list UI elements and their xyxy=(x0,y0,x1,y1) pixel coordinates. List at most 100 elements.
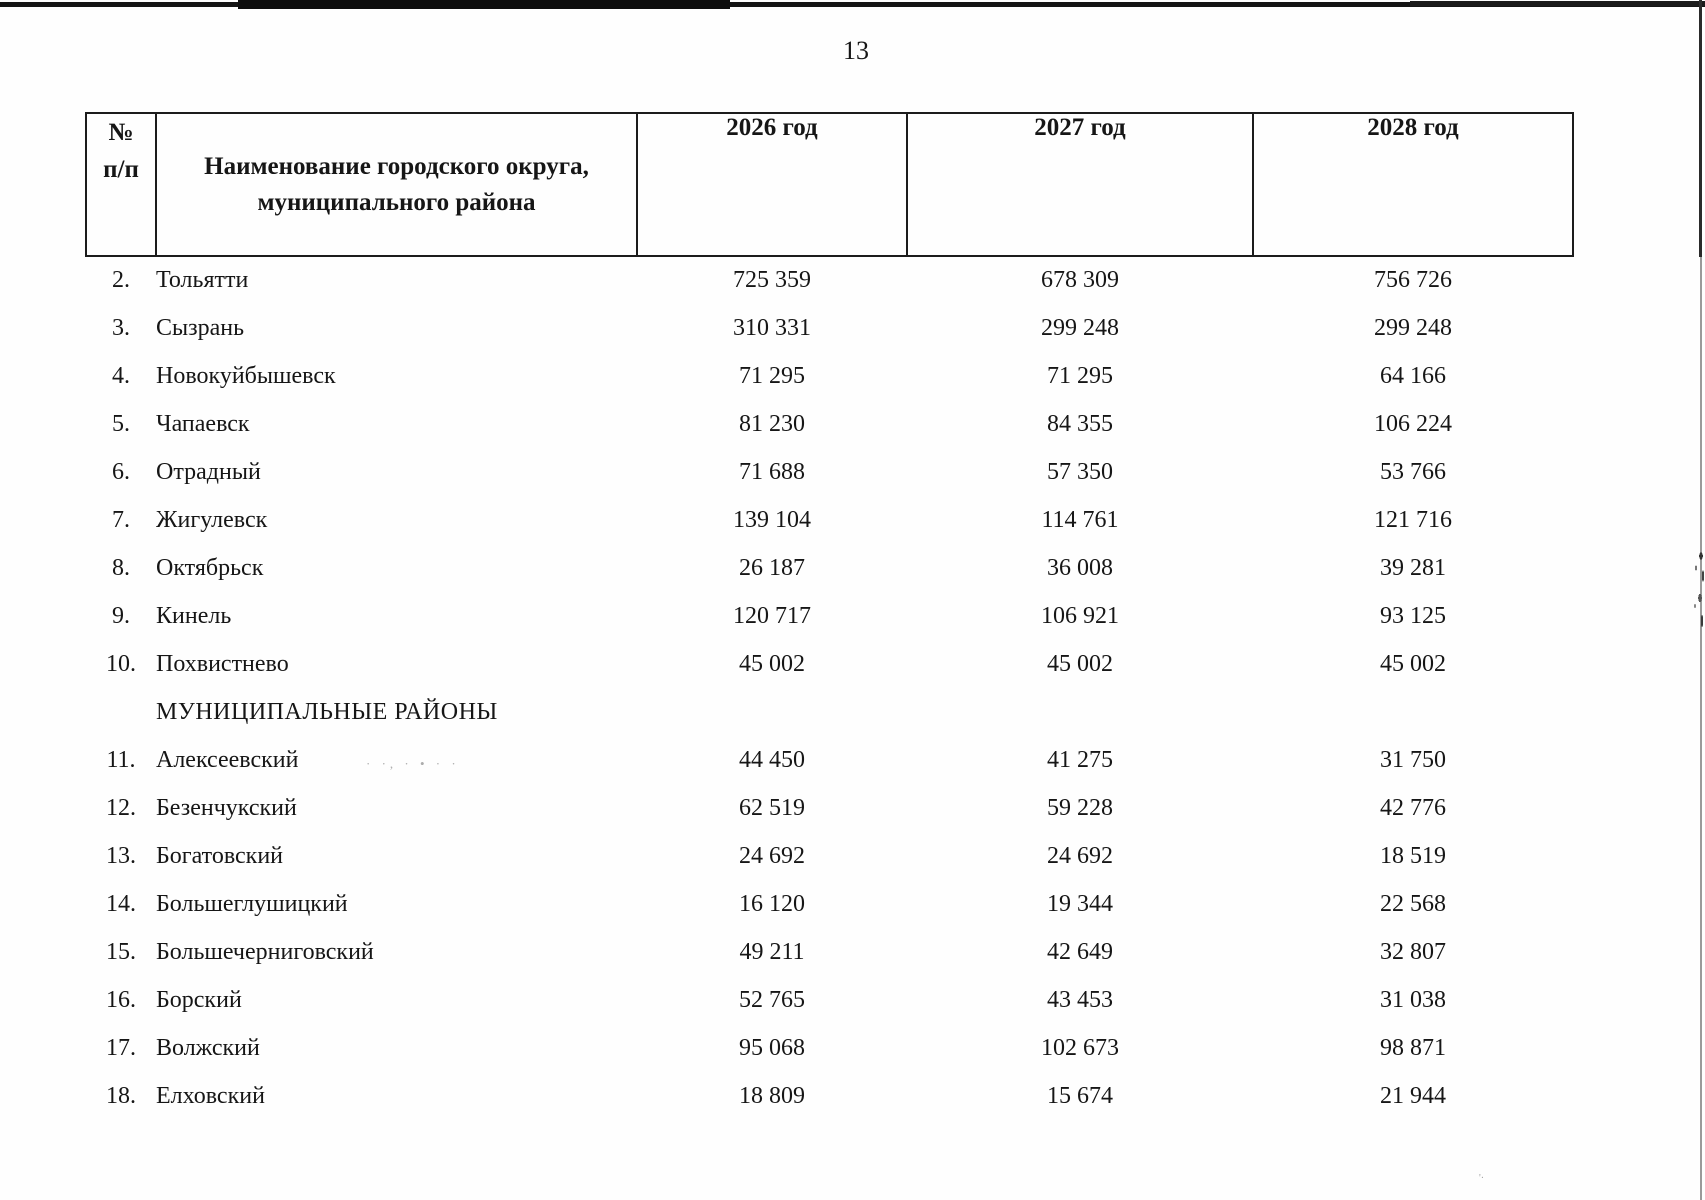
row-number: 13. xyxy=(106,842,136,869)
row-value-2026: 49 211 xyxy=(739,938,805,965)
table-row: 8. Октябрьск 26 187 36 008 39 281 xyxy=(86,544,1573,592)
row-name: Новокуйбышевск xyxy=(156,362,336,389)
row-name: Алексеевский xyxy=(156,746,299,773)
row-value-2026: 45 002 xyxy=(739,650,805,677)
row-value xyxy=(637,688,907,736)
row-number: 11. xyxy=(106,746,136,773)
row-name: Тольятти xyxy=(156,267,249,293)
row-value-2028: 31 038 xyxy=(1380,986,1446,1013)
table-row: 12. Безенчукский 62 519 59 228 42 776 xyxy=(86,784,1573,832)
row-value-2027: 15 674 xyxy=(1047,1082,1113,1109)
row-value-2027: 114 761 xyxy=(1041,506,1119,533)
row-value-2028: 42 776 xyxy=(1380,794,1446,821)
row-value-2027: 43 453 xyxy=(1047,986,1113,1013)
table-row: 5. Чапаевск 81 230 84 355 106 224 xyxy=(86,400,1573,448)
row-number: 8. xyxy=(112,554,130,581)
column-header-number: № п/п xyxy=(85,112,157,257)
row-name: Кинель xyxy=(156,602,232,629)
row-value-2027: 678 309 xyxy=(1041,267,1119,293)
row-name: Борский xyxy=(156,986,242,1013)
row-number: 16. xyxy=(106,986,136,1013)
row-name: Похвистнево xyxy=(156,650,289,677)
row-value-2028: 64 166 xyxy=(1380,362,1446,389)
row-value-2027: 19 344 xyxy=(1047,890,1113,917)
row-number xyxy=(86,688,156,736)
scan-right-edge-artifact xyxy=(1700,257,1702,1200)
table-row: 9. Кинель 120 717 106 921 93 125 xyxy=(86,592,1573,640)
row-value-2028: 32 807 xyxy=(1380,938,1446,965)
column-header-2027: 2027 год xyxy=(906,112,1254,257)
row-name: Большечерниговский xyxy=(156,938,374,965)
row-value-2026: 95 068 xyxy=(739,1034,805,1061)
row-value-2027: 42 649 xyxy=(1047,938,1113,965)
row-value-2026: 16 120 xyxy=(739,890,805,917)
row-number: 17. xyxy=(106,1034,136,1061)
row-number: 2. xyxy=(112,267,130,293)
row-value-2028: 31 750 xyxy=(1380,746,1446,773)
row-value-2026: 18 809 xyxy=(739,1082,805,1109)
section-header-row: МУНИЦИПАЛЬНЫЕ РАЙОНЫ xyxy=(86,688,1573,736)
row-value-2027: 102 673 xyxy=(1041,1034,1119,1061)
row-value-2027: 84 355 xyxy=(1047,410,1113,437)
row-value-2028: 39 281 xyxy=(1380,554,1446,581)
column-header-number-line2: п/п xyxy=(103,156,139,183)
row-number: 15. xyxy=(106,938,136,965)
row-number: 4. xyxy=(112,362,130,389)
row-number: 10. xyxy=(106,650,136,677)
row-value-2027: 57 350 xyxy=(1047,458,1113,485)
column-header-2026: 2026 год xyxy=(636,112,908,257)
row-value-2028: 21 944 xyxy=(1380,1082,1446,1109)
row-name: Отрадный xyxy=(156,458,261,485)
table-row: 10. Похвистнево 45 002 45 002 45 002 xyxy=(86,640,1573,688)
row-value-2028: 93 125 xyxy=(1380,602,1446,629)
row-value-2026: 71 295 xyxy=(739,362,805,389)
row-name: Богатовский xyxy=(156,842,284,869)
row-name: Большеглушицкий xyxy=(156,890,348,917)
column-header-2028: 2028 год xyxy=(1252,112,1574,257)
row-value-2027: 299 248 xyxy=(1041,314,1119,341)
row-value-2026: 139 104 xyxy=(733,506,811,533)
row-number: 7. xyxy=(112,506,130,533)
row-value-2026: 71 688 xyxy=(739,458,805,485)
row-value-2028: 299 248 xyxy=(1374,314,1452,341)
row-value-2028: 121 716 xyxy=(1374,506,1452,533)
row-name: Волжский xyxy=(156,1034,260,1061)
row-value-2027: 106 921 xyxy=(1041,602,1119,629)
row-name: Елховский xyxy=(156,1082,265,1109)
scan-smudge-artifact: · ·, · • · · xyxy=(366,756,460,771)
row-value-2026: 52 765 xyxy=(739,986,805,1013)
table-header: № п/п Наименование городского округа, му… xyxy=(85,112,1574,257)
row-value-2026: 26 187 xyxy=(739,554,805,581)
row-value-2028: 756 726 xyxy=(1374,267,1452,293)
table-row: 14. Большеглушицкий 16 120 19 344 22 568 xyxy=(86,880,1573,928)
table-row: 15. Большечерниговский 49 211 42 649 32 807 xyxy=(86,928,1573,976)
table-row: 3. Сызрань 310 331 299 248 299 248 xyxy=(86,304,1573,352)
table-row: 4. Новокуйбышевск 71 295 71 295 64 166 xyxy=(86,352,1573,400)
row-value xyxy=(907,688,1253,736)
row-value-2027: 45 002 xyxy=(1047,650,1113,677)
scan-scratch-artifact xyxy=(1692,546,1705,641)
table-body: 2. Тольятти 725 359 678 309 756 726 3. Сызрань… xyxy=(86,256,1573,1120)
row-number: 14. xyxy=(106,890,136,917)
scan-top-edge-artifact xyxy=(238,0,730,9)
scan-top-edge-artifact xyxy=(1410,1,1705,6)
row-value-2028: 45 002 xyxy=(1380,650,1446,677)
row-number: 3. xyxy=(112,314,130,341)
column-header-number-line1: № xyxy=(108,119,134,146)
row-value-2027: 59 228 xyxy=(1047,794,1113,821)
row-name: Чапаевск xyxy=(156,410,250,437)
table-row: 6. Отрадный 71 688 57 350 53 766 xyxy=(86,448,1573,496)
scan-right-edge-artifact xyxy=(1699,0,1702,257)
row-name: Жигулевск xyxy=(156,506,268,533)
row-value-2026: 120 717 xyxy=(733,602,811,629)
section-header-label: МУНИЦИПАЛЬНЫЕ РАЙОНЫ xyxy=(156,698,498,725)
row-number: 12. xyxy=(106,794,136,821)
row-name: Октябрьск xyxy=(156,554,264,581)
row-value-2027: 36 008 xyxy=(1047,554,1113,581)
row-value-2028: 53 766 xyxy=(1380,458,1446,485)
scan-speck-artifact: '· xyxy=(1479,1173,1485,1184)
row-value-2028: 106 224 xyxy=(1374,410,1452,437)
row-value-2026: 81 230 xyxy=(739,410,805,437)
table-row: 17. Волжский 95 068 102 673 98 871 xyxy=(86,1024,1573,1072)
